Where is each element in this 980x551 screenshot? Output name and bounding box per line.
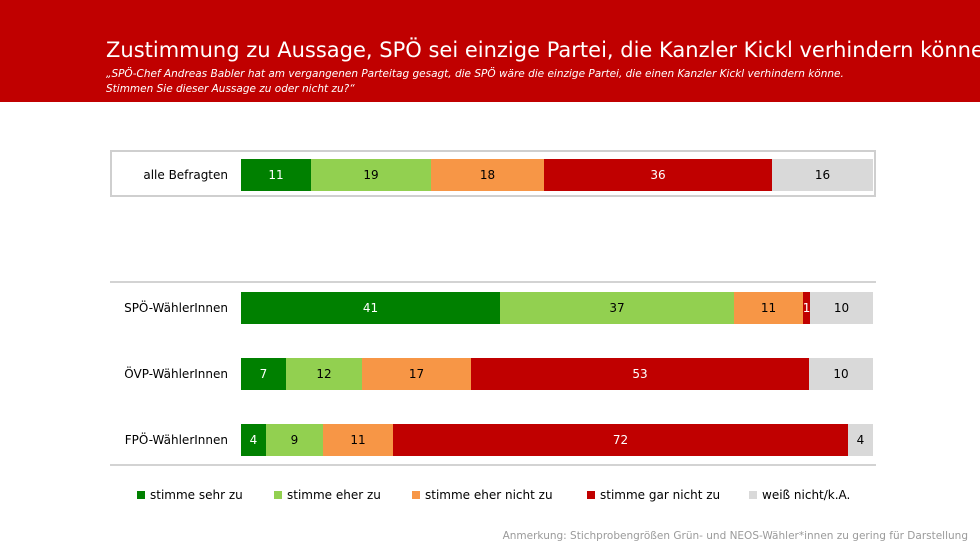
bar-segment: 72 — [393, 424, 848, 456]
data-label: 11 — [350, 433, 366, 447]
bar-segment: 11 — [323, 424, 393, 456]
bar-segment: 16 — [772, 159, 873, 191]
bar-segment: 11 — [734, 292, 803, 324]
page-title: Zustimmung zu Aussage, SPÖ sei einzige P… — [106, 38, 980, 62]
data-label: 12 — [316, 367, 332, 381]
legend-label: weiß nicht/k.A. — [762, 488, 851, 502]
legend-label: stimme eher zu — [287, 488, 381, 502]
divider-bottom — [110, 464, 876, 466]
bar-segment: 11 — [241, 159, 311, 191]
legend-label: stimme gar nicht zu — [600, 488, 721, 502]
data-label: 37 — [609, 301, 625, 315]
legend-item: stimme sehr zu — [137, 488, 243, 502]
data-label: 4 — [856, 433, 865, 447]
data-label: 53 — [632, 367, 648, 381]
category-label: alle Befragten — [143, 168, 228, 182]
data-label: 16 — [814, 168, 831, 182]
category-label: ÖVP-WählerInnen — [124, 367, 228, 381]
legend-label: stimme sehr zu — [150, 488, 243, 502]
chart-legend: stimme sehr zu stimme eher zu stimme eher … — [0, 488, 980, 504]
data-label: 4 — [249, 433, 258, 447]
bar-segment: 10 — [810, 292, 873, 324]
bar-segment: 53 — [471, 358, 809, 390]
total-row-frame — [110, 150, 876, 197]
category-label: SPÖ-WählerInnen — [124, 301, 228, 315]
footnote: Anmerkung: Stichprobengrößen Grün- und N… — [502, 530, 968, 542]
data-label: 36 — [650, 168, 666, 182]
legend-swatch — [274, 491, 282, 499]
question-line-1: „SPÖ-Chef Andreas Babler hat am vergange… — [106, 68, 844, 80]
data-label: 11 — [760, 301, 777, 315]
bar-segment: 10 — [809, 358, 873, 390]
data-label: 7 — [259, 367, 268, 381]
question-line-2: Stimmen Sie dieser Aussage zu oder nicht… — [106, 83, 355, 95]
legend-swatch — [749, 491, 757, 499]
bar-segment: 1 — [803, 292, 810, 324]
data-label: 10 — [833, 367, 849, 381]
bar-segment: 4 — [848, 424, 873, 456]
legend-swatch — [587, 491, 595, 499]
data-label: 18 — [479, 168, 496, 182]
data-label: 1 — [802, 301, 811, 315]
data-label: 9 — [290, 433, 299, 447]
data-label: 19 — [363, 168, 379, 182]
bar-segment: 7 — [241, 358, 286, 390]
divider-top — [110, 281, 876, 283]
legend-item: weiß nicht/k.A. — [749, 488, 850, 502]
bar-segment: 18 — [431, 159, 544, 191]
question-text: „SPÖ-Chef Andreas Babler hat am vergange… — [106, 67, 966, 97]
bar-segment: 4 — [241, 424, 266, 456]
legend-item: stimme eher zu — [274, 488, 381, 502]
bar-segment: 17 — [362, 358, 471, 390]
bar-segment: 41 — [241, 292, 500, 324]
legend-label: stimme eher nicht zu — [425, 488, 553, 502]
legend-item: stimme gar nicht zu — [587, 488, 720, 502]
category-label: FPÖ-WählerInnen — [124, 433, 228, 447]
legend-swatch — [412, 491, 420, 499]
legend-swatch — [137, 491, 145, 499]
data-label: 72 — [612, 433, 629, 447]
data-label: 17 — [408, 367, 425, 381]
bar-segment: 12 — [286, 358, 362, 390]
bar-segment: 36 — [544, 159, 772, 191]
bar-segment: 9 — [266, 424, 323, 456]
data-label: 10 — [833, 301, 850, 315]
bar-segment: 37 — [500, 292, 734, 324]
data-label: 41 — [362, 301, 379, 315]
header-banner: Zustimmung zu Aussage, SPÖ sei einzige P… — [0, 0, 980, 102]
bar-segment: 19 — [311, 159, 431, 191]
legend-item: stimme eher nicht zu — [412, 488, 553, 502]
data-label: 11 — [268, 168, 284, 182]
